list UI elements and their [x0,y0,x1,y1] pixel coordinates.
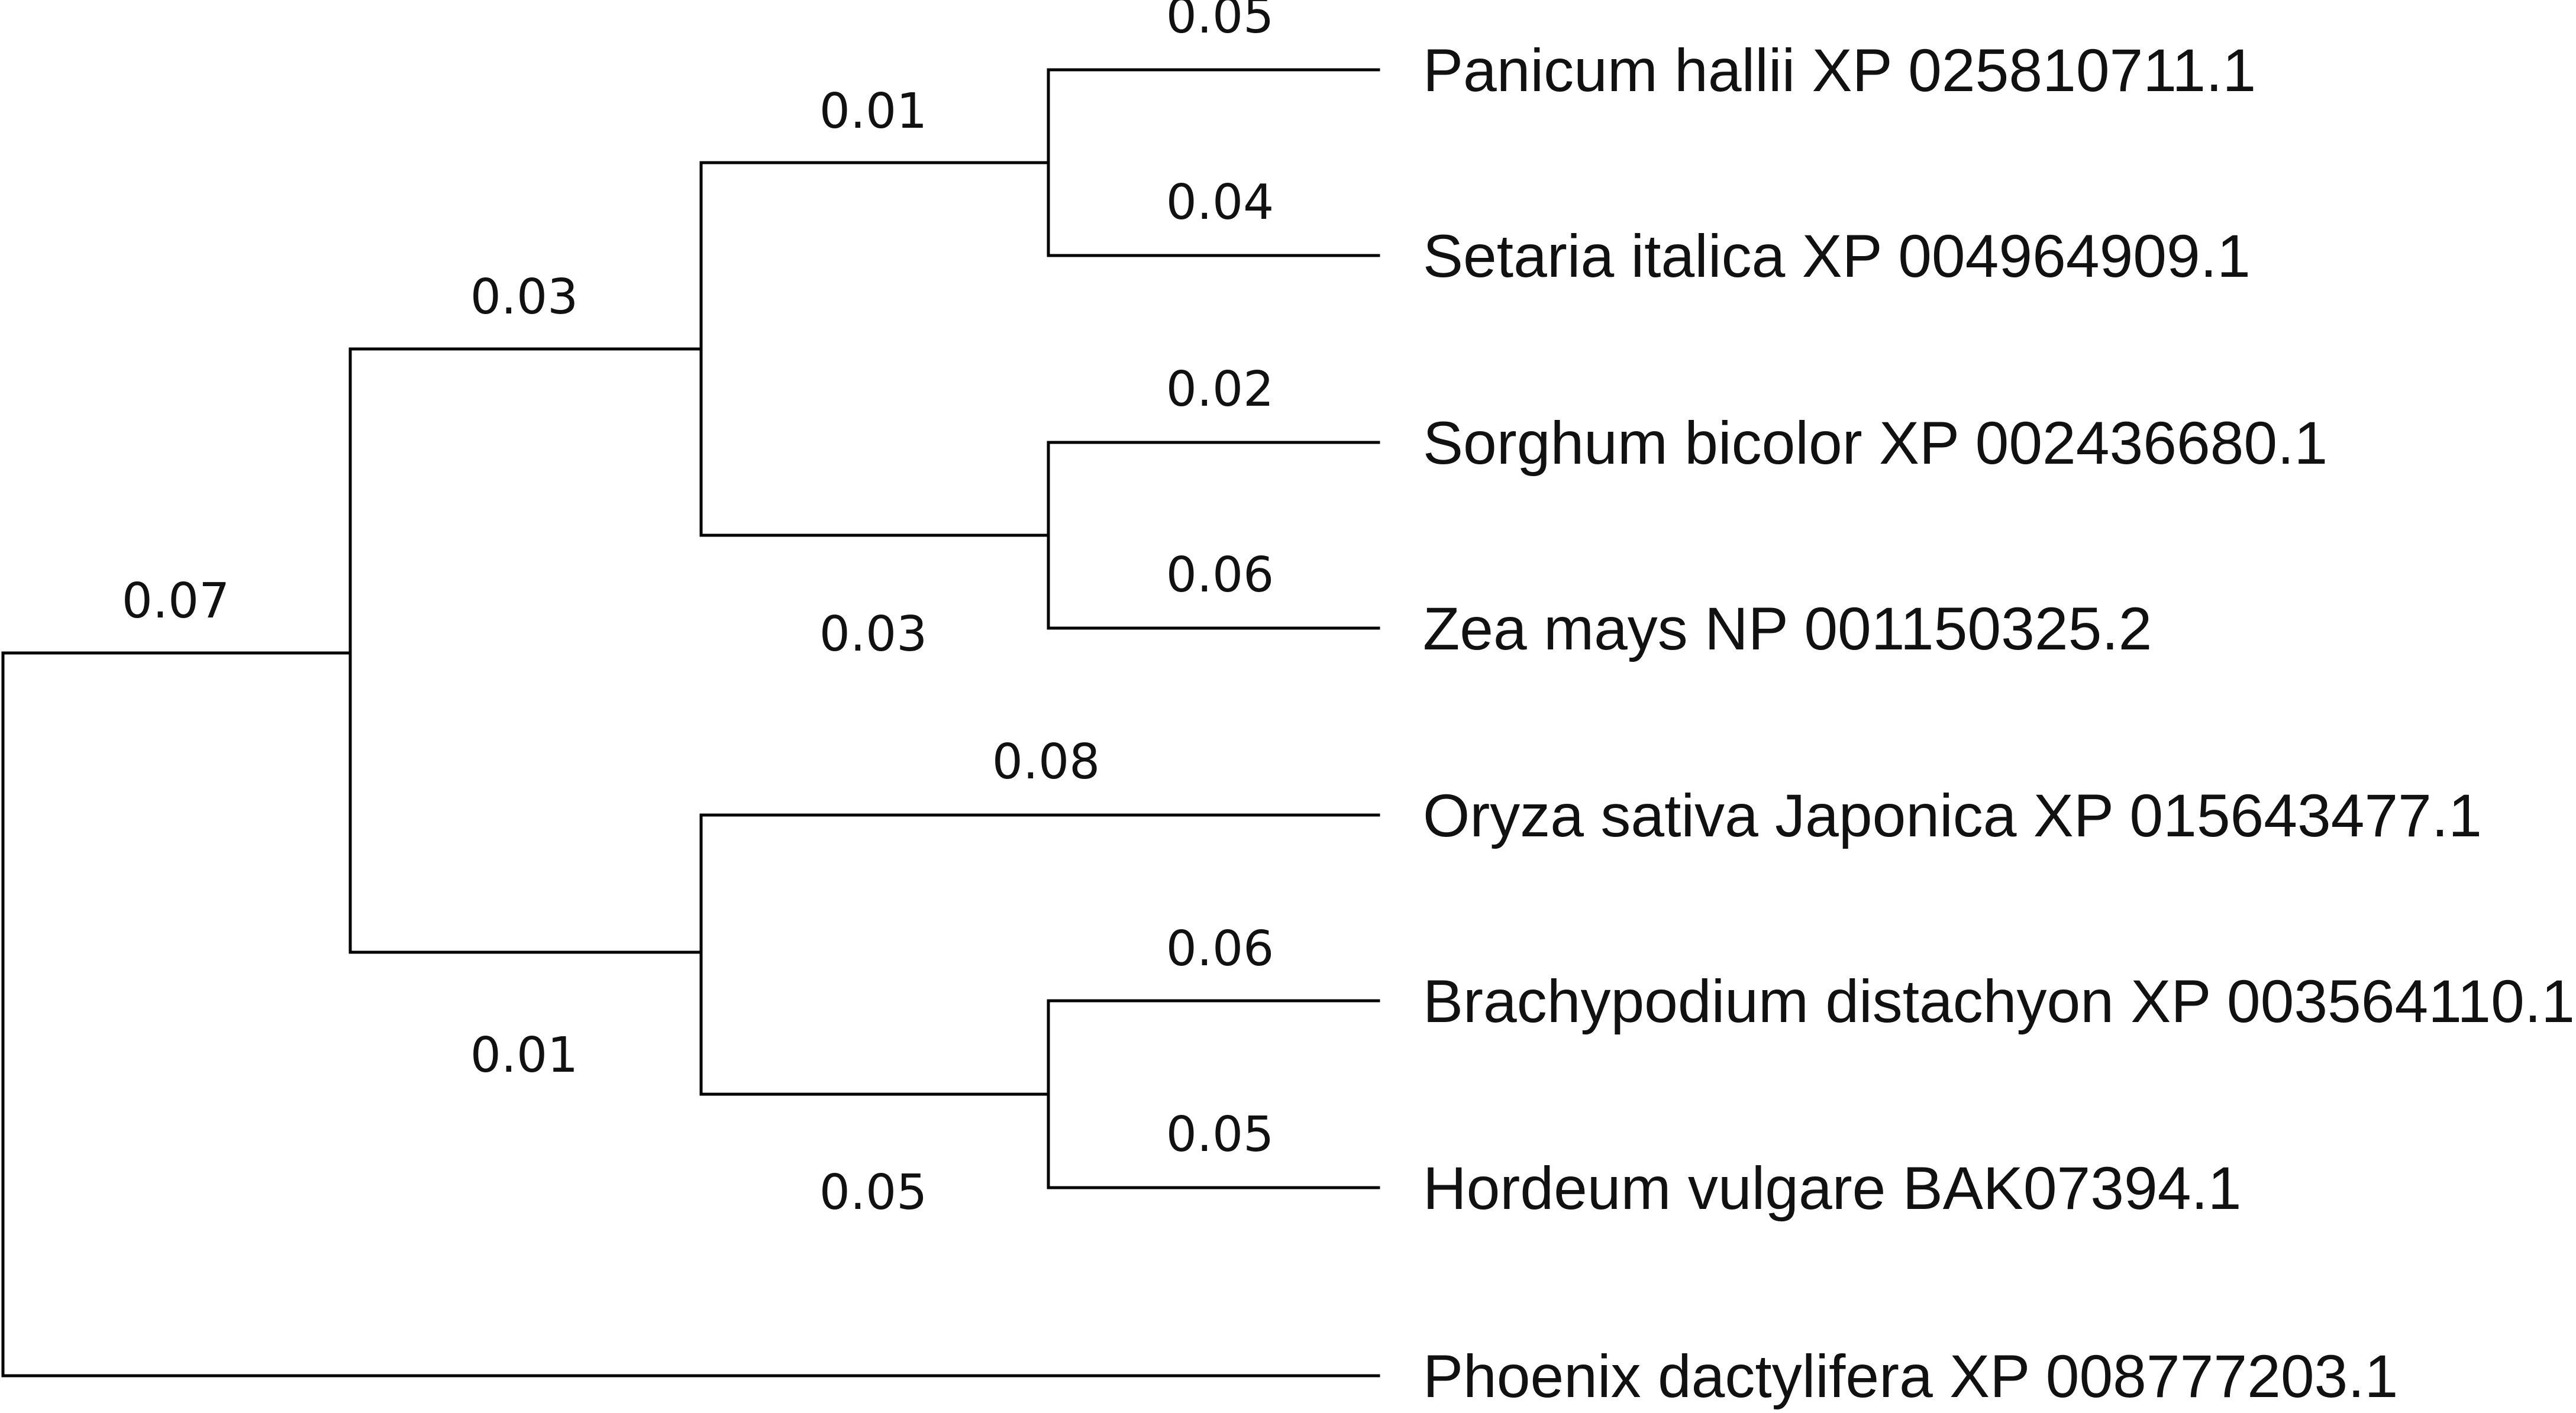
branch-length-brachypodium: 0.06 [1166,921,1274,977]
branch-length-panicum: 0.05 [1166,0,1274,44]
branch-length-setaria: 0.04 [1166,174,1274,231]
branch-length-zea: 0.06 [1166,547,1274,603]
taxon-label-brachypodium: Brachypodium distachyon XP 003564110.1 [1423,968,2575,1035]
taxon-label-panicum: Panicum hallii XP 025810711.1 [1423,37,2256,104]
branch-length-pooid-oryza-clade: 0.01 [470,1027,579,1084]
taxon-label-setaria: Setaria italica XP 004964909.1 [1423,222,2251,290]
branch-length-oryza: 0.08 [992,734,1100,790]
branch-length-brachy-hordeum-clade: 0.05 [819,1165,928,1221]
branch-length-sorghum: 0.02 [1166,361,1274,418]
tree-branches [1,68,1380,1378]
branch-length-grass-clade: 0.07 [122,573,230,629]
branch-length-panicum-setaria-clade: 0.01 [819,83,928,140]
branch-length-labels: 0.05 0.04 0.02 0.06 0.08 0.06 0.05 0.01 … [122,0,1274,1221]
taxon-label-phoenix: Phoenix dactylifera XP 008777203.1 [1423,1343,2398,1410]
taxon-labels: Panicum hallii XP 025810711.1 Setaria it… [1423,37,2575,1410]
taxon-label-hordeum: Hordeum vulgare BAK07394.1 [1423,1155,2242,1222]
branch-length-panicoid-clade: 0.03 [470,269,579,325]
taxon-label-oryza: Oryza sativa Japonica XP 015643477.1 [1423,782,2482,849]
taxon-label-zea: Zea mays NP 001150325.2 [1423,595,2152,662]
taxon-label-sorghum: Sorghum bicolor XP 002436680.1 [1423,409,2328,477]
branch-length-sorghum-zea-clade: 0.03 [819,606,928,662]
branch-length-hordeum: 0.05 [1166,1107,1274,1163]
